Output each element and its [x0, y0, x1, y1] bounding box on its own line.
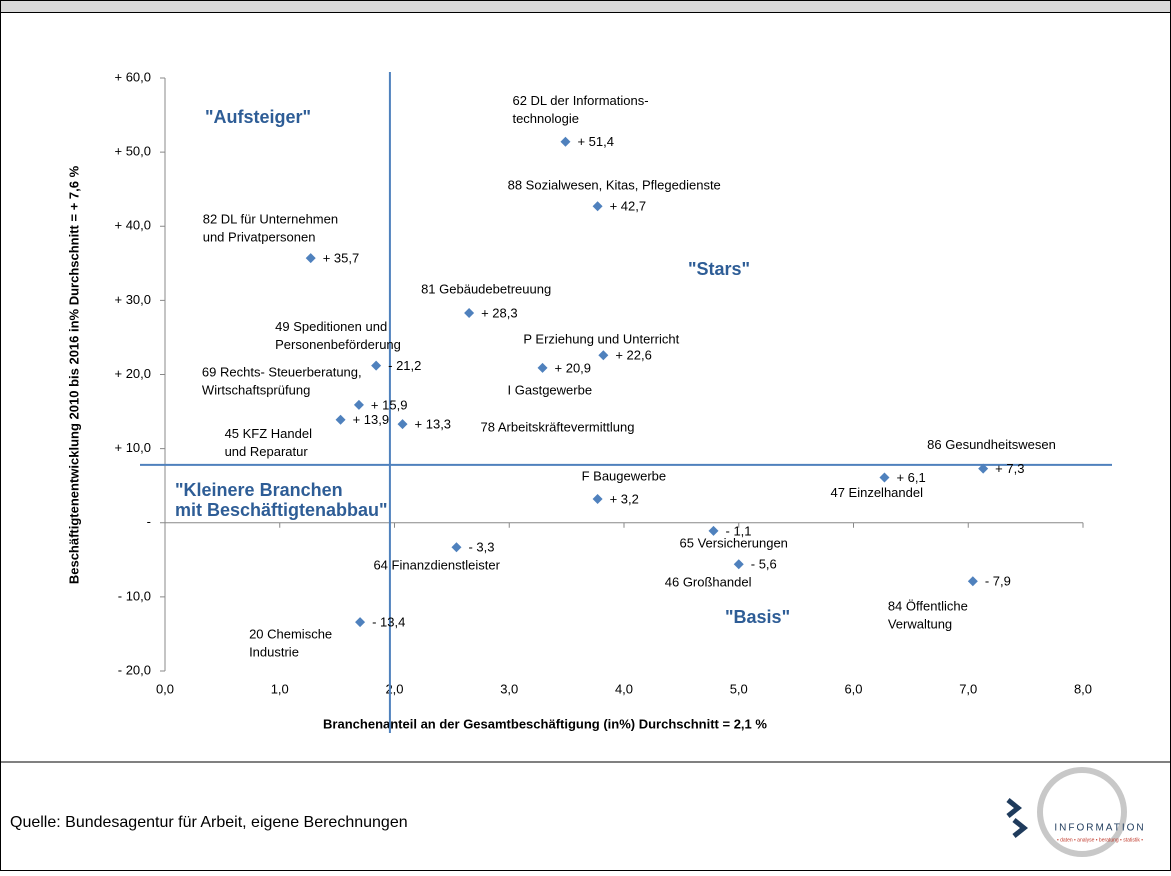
point-name: 45 KFZ Handel [225, 426, 313, 441]
point [397, 419, 408, 430]
point-name: 20 Chemische [249, 627, 332, 642]
point-name: Personenbeförderung [275, 337, 401, 352]
logo-text: INFORMATION [1054, 823, 1145, 834]
x-tick-label: 7,0 [959, 681, 977, 696]
point [560, 136, 571, 147]
value-label: + 28,3 [481, 305, 518, 320]
point [598, 350, 609, 361]
point-name: 86 Gesundheitswesen [927, 437, 1056, 452]
point [371, 360, 382, 371]
y-tick-label: + 50,0 [114, 144, 151, 159]
quadrant-label: "Basis" [725, 607, 790, 627]
point-name: und Reparatur [225, 444, 309, 459]
value-label: + 22,6 [615, 348, 652, 363]
x-tick-label: 1,0 [271, 681, 289, 696]
quadrant-label: "Stars" [688, 259, 750, 279]
point-name: 82 DL für Unternehmen [203, 212, 338, 227]
value-label: - 5,6 [751, 557, 777, 572]
source: Quelle: Bundesagentur für Arbeit, eigene… [10, 814, 408, 831]
point [355, 617, 366, 628]
value-label: - 7,9 [985, 574, 1011, 589]
value-label: - 3,3 [468, 540, 494, 555]
x-axis-title: Branchenanteil an der Gesamtbeschäftigun… [323, 716, 767, 731]
point-name: 46 Großhandel [665, 575, 752, 590]
point [592, 494, 603, 505]
point [708, 525, 719, 536]
x-tick-label: 0,0 [156, 681, 174, 696]
point-name: 47 Einzelhandel [830, 485, 923, 500]
point-name: 69 Rechts- Steuerberatung, [202, 364, 362, 379]
y-tick-label: + 60,0 [114, 69, 151, 84]
point-name: I Gastgewerbe [508, 382, 593, 397]
value-label: + 13,3 [415, 417, 452, 432]
point [592, 201, 603, 212]
logo-subtext: • daten • analyse • beratung • statistik… [1057, 837, 1143, 843]
x-tick-label: 8,0 [1074, 681, 1092, 696]
point-name: 65 Versicherungen [680, 535, 788, 550]
point [733, 559, 744, 570]
point-name: 64 Finanzdienstleister [373, 558, 500, 573]
value-label: - 1,1 [726, 523, 752, 538]
value-label: + 15,9 [371, 397, 408, 412]
value-label: + 7,3 [995, 461, 1024, 476]
point-name: 62 DL der Informations- [512, 93, 648, 108]
point-name: 81 Gebäudebetreuung [421, 281, 551, 296]
x-tick-label: 4,0 [615, 681, 633, 696]
y-tick-label: + 20,0 [114, 366, 151, 381]
point [967, 576, 978, 587]
x-tick-label: 3,0 [500, 681, 518, 696]
point [335, 414, 346, 425]
y-tick-label: - 20,0 [118, 662, 151, 677]
point-name: Verwaltung [888, 617, 952, 632]
point [464, 307, 475, 318]
top-bar [0, 0, 1171, 13]
value-label: + 6,1 [896, 470, 925, 485]
y-axis-title: Beschäftigtenentwicklung 2010 bis 2016 i… [66, 165, 81, 584]
value-label: + 3,2 [610, 491, 639, 506]
y-tick-label: + 10,0 [114, 440, 151, 455]
point [353, 399, 364, 410]
point-name: Wirtschaftsprüfung [202, 382, 310, 397]
value-label: + 51,4 [577, 134, 614, 149]
logo-arrow [1006, 798, 1023, 818]
point-name: 49 Speditionen und [275, 319, 387, 334]
point [451, 542, 462, 553]
value-label: - 21,2 [388, 358, 421, 373]
y-tick-label: - [147, 514, 151, 529]
point-name: Industrie [249, 645, 299, 660]
point-name: und Privatpersonen [203, 230, 316, 245]
quadrant-label: "Aufsteiger" [205, 107, 311, 127]
point [305, 253, 316, 264]
value-label: + 35,7 [323, 251, 360, 266]
value-label: + 42,7 [610, 199, 647, 214]
point-name: 84 Öffentliche [888, 599, 968, 614]
x-tick-label: 2,0 [385, 681, 403, 696]
point-name: technologie [512, 111, 579, 126]
y-tick-label: + 40,0 [114, 218, 151, 233]
point [537, 362, 548, 373]
logo-arrow [1012, 818, 1029, 838]
x-tick-label: 5,0 [730, 681, 748, 696]
point-name: P Erziehung und Unterricht [523, 332, 679, 347]
point-name: F Baugewerbe [582, 468, 667, 483]
logo-ring [1037, 767, 1127, 857]
y-tick-label: - 10,0 [118, 588, 151, 603]
point [978, 463, 989, 474]
logo: INFORMATION • daten • analyse • beratung… [1006, 767, 1145, 857]
quadrant-label: "Kleinere Branchen [175, 480, 343, 500]
quadrant-label: mit Beschäftigtenabbau" [175, 500, 388, 520]
x-tick-label: 6,0 [844, 681, 862, 696]
point [879, 472, 890, 483]
value-label: - 13,4 [372, 615, 405, 630]
point-name: 78 Arbeitskräftevermittlung [481, 420, 635, 435]
point-name: 88 Sozialwesen, Kitas, Pflegedienste [508, 178, 721, 193]
y-tick-label: + 30,0 [114, 292, 151, 307]
value-label: + 13,9 [353, 412, 390, 427]
value-label: + 20,9 [555, 360, 592, 375]
